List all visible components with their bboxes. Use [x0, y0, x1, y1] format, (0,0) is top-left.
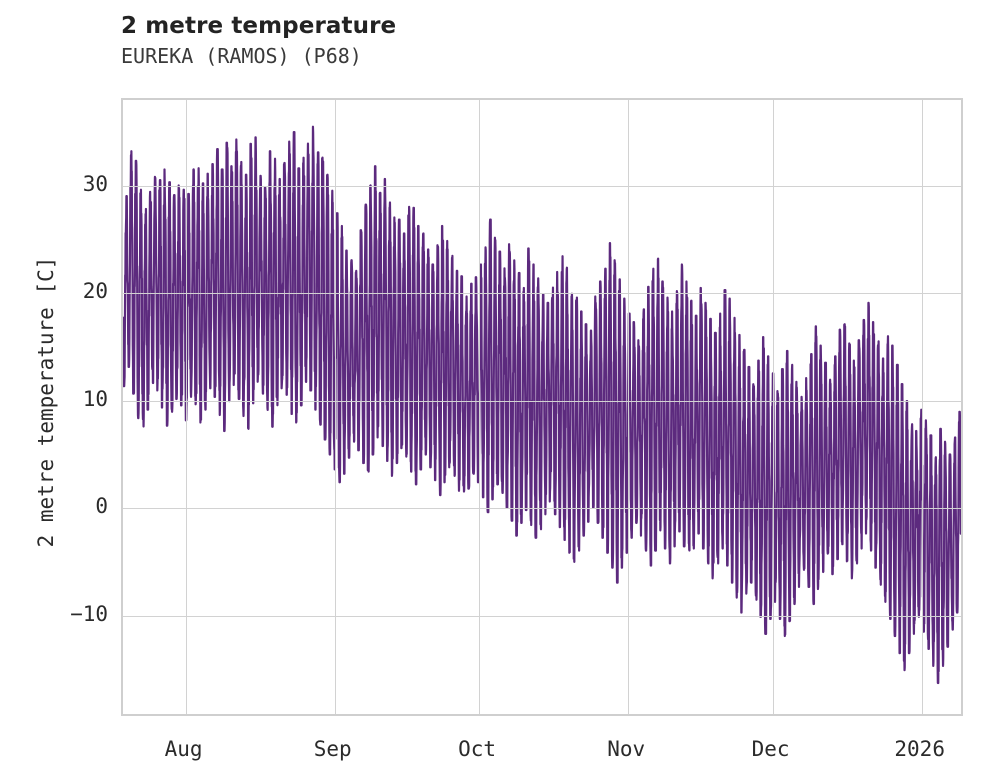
y-tick-label: 10 — [82, 386, 108, 411]
y-tick-label: 20 — [82, 279, 108, 304]
y-tick-label: 0 — [95, 494, 108, 519]
title-block: 2 metre temperature EUREKA (RAMOS) (P68) — [121, 12, 821, 70]
x-tick-label: Nov — [607, 737, 646, 761]
y-tick-label: 30 — [82, 171, 108, 196]
plot-area — [121, 98, 963, 716]
x-tick-label: Aug — [164, 737, 203, 761]
x-tick-label: Sep — [313, 737, 352, 761]
y-tick-label: −10 — [70, 601, 108, 626]
x-tick-label: 2026 — [894, 737, 945, 761]
temperature-series — [123, 125, 961, 685]
page-title: 2 metre temperature — [121, 13, 397, 39]
chart-subtitle: EUREKA (RAMOS) (P68) — [121, 44, 362, 68]
temperature-line — [123, 125, 961, 685]
x-axis-tick-labels: Aug Sep Oct Nov Dec 2026 — [121, 737, 963, 767]
x-tick-label: Dec — [751, 737, 790, 761]
y-axis-tick-labels: 30 20 10 0 −10 — [0, 98, 108, 716]
x-tick-label: Oct — [458, 737, 496, 761]
